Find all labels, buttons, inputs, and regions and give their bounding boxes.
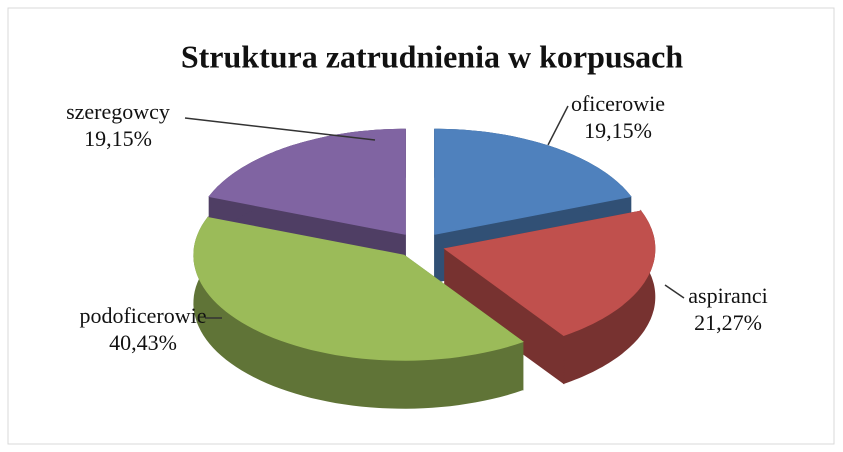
pie [193, 128, 656, 409]
slice [443, 210, 656, 336]
leader-line [664, 284, 685, 299]
category-label: szeregowcy [66, 99, 170, 124]
leader-line [184, 117, 376, 141]
leader-line [547, 105, 569, 146]
value-label: 19,15% [584, 118, 652, 143]
category-label: oficerowie [571, 91, 665, 116]
value-label: 21,27% [694, 310, 762, 335]
value-label: 40,43% [109, 330, 177, 355]
slice [434, 128, 632, 235]
chart-title: Struktura zatrudnienia w korpusach [181, 38, 684, 74]
labels: oficerowie19,15%aspiranci21,27%podoficer… [66, 91, 768, 355]
value-label: 19,15% [84, 126, 152, 151]
slice [208, 128, 406, 235]
category-label: aspiranci [688, 283, 767, 308]
category-label: podoficerowie [79, 303, 206, 328]
slice [193, 216, 524, 361]
